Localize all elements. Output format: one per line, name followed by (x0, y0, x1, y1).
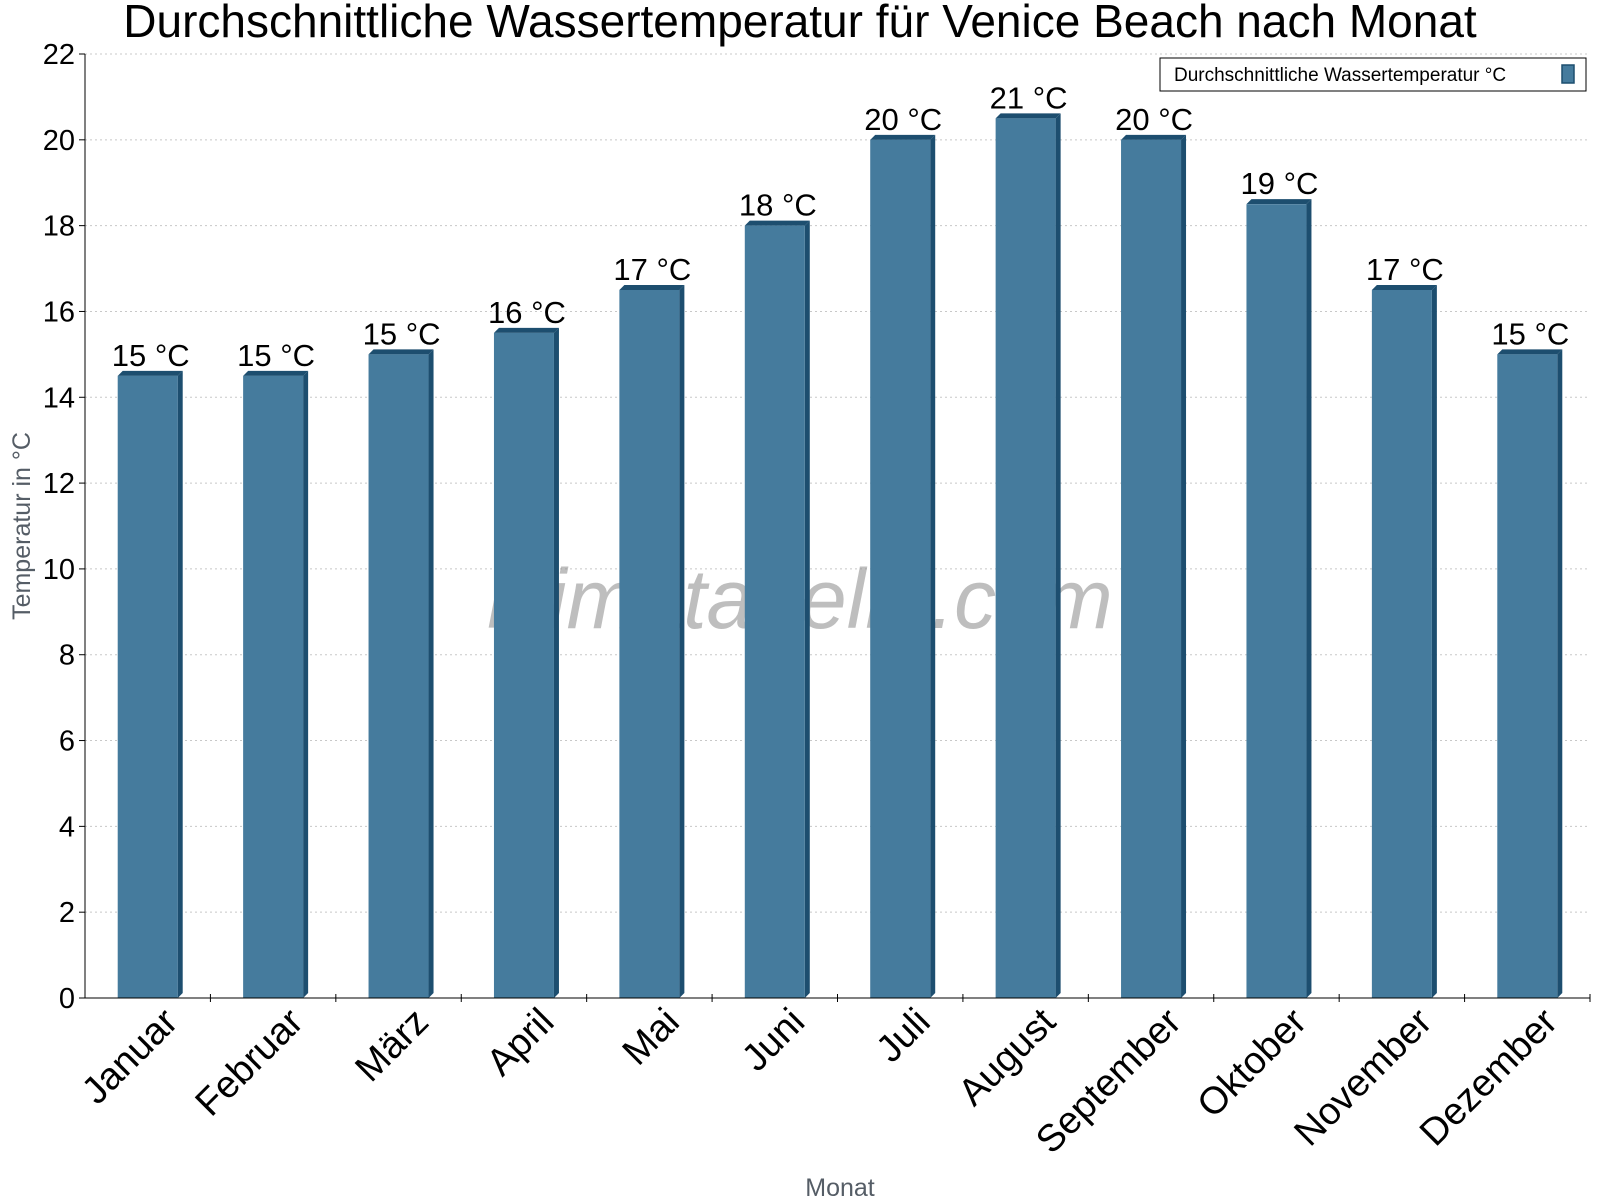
axes (79, 53, 1591, 1002)
bar-front (493, 332, 554, 999)
bar (493, 327, 559, 999)
bar-front (870, 139, 931, 998)
bar-top (1121, 134, 1187, 140)
bar-front (1246, 204, 1307, 998)
bar-top (368, 349, 434, 355)
bar-side (1181, 134, 1187, 998)
data-label: 17 °C (1366, 252, 1444, 287)
legend-label: Durchschnittliche Wassertemperatur °C (1174, 65, 1506, 86)
x-tick-label: Juli (869, 1001, 939, 1071)
x-tick-label: Dezember (1412, 1000, 1566, 1154)
data-label: 19 °C (1241, 166, 1319, 201)
y-tick-label: 22 (43, 39, 75, 71)
bar (1246, 199, 1312, 998)
bar-side (930, 134, 936, 998)
bar-front (117, 375, 178, 998)
data-label: 15 °C (237, 338, 315, 373)
bar (1121, 134, 1187, 998)
x-tick-label: Mai (615, 1001, 688, 1074)
gridlines (85, 53, 1590, 913)
y-tick-labels: 0 2 4 6 8 10 12 14 16 18 20 22 (43, 39, 75, 1015)
data-label: 20 °C (864, 102, 942, 137)
data-label: 20 °C (1115, 102, 1193, 137)
data-label: 17 °C (613, 252, 691, 287)
data-label: 15 °C (112, 338, 190, 373)
bar-front (995, 118, 1056, 998)
bar-top (1246, 199, 1312, 205)
y-tick-label: 16 (43, 296, 75, 328)
y-tick-label: 4 (59, 811, 75, 843)
bar-side (804, 220, 810, 999)
bar (619, 285, 685, 998)
y-axis-title: Temperatur in °C (8, 432, 36, 620)
bar-top (1497, 349, 1563, 355)
x-tick-label: Juni (734, 1001, 813, 1080)
chart-title: Durchschnittliche Wassertemperatur für V… (123, 0, 1477, 47)
bar-side (1557, 349, 1563, 998)
y-tick-label: 2 (59, 897, 75, 929)
bar-front (744, 225, 805, 999)
bar-side (679, 285, 685, 998)
data-labels: 15 °C 15 °C 15 °C 16 °C 17 °C 18 °C 20 °C 21 °C… (112, 80, 1569, 372)
bar-side (1431, 285, 1437, 998)
y-tick-label: 20 (43, 125, 75, 157)
x-tick-label: Februar (188, 1000, 312, 1124)
x-tick-label: Januar (74, 1000, 186, 1112)
bar (243, 370, 309, 998)
bar-side (553, 327, 559, 999)
bar-side (177, 370, 183, 998)
bar-side (1306, 199, 1312, 998)
bar (995, 113, 1061, 998)
bar (1497, 349, 1563, 998)
y-tick-label: 18 (43, 211, 75, 243)
y-tick-label: 12 (43, 468, 75, 500)
bar-top (619, 285, 685, 290)
bar-front (1121, 139, 1182, 998)
bar-top (870, 134, 936, 140)
legend-box (1159, 57, 1587, 92)
bar (744, 220, 810, 999)
bar-top (995, 113, 1061, 119)
y-tick-label: 14 (43, 382, 75, 414)
bars (117, 113, 1563, 999)
bar-side (303, 370, 309, 998)
bar-side (1055, 113, 1061, 998)
bar-front (368, 354, 429, 998)
x-tick-labels: Januar Februar März April Mai Juni Juli AugustS… (74, 1000, 1566, 1161)
legend: Durchschnittliche Wassertemperatur °C (1159, 57, 1587, 92)
data-label: 16 °C (488, 295, 566, 330)
bar-front (1497, 354, 1558, 998)
bar-side (428, 349, 434, 998)
bar-top (744, 220, 810, 226)
x-axis-title: Monat (805, 1174, 875, 1200)
data-label: 15 °C (363, 316, 441, 351)
bar (1371, 285, 1437, 998)
x-tick-label: Oktober (1190, 1000, 1316, 1126)
bar-front (619, 290, 680, 998)
bar-top (117, 370, 183, 376)
bar-top (493, 327, 559, 333)
y-tick-label: 8 (59, 640, 75, 672)
bar-front (243, 375, 304, 998)
bar (870, 134, 936, 998)
legend-swatch (1561, 64, 1575, 84)
bar-top (1371, 285, 1437, 290)
x-tick-label: März (347, 1001, 436, 1090)
y-tick-label: 10 (43, 554, 75, 586)
y-tick-label: 0 (59, 983, 75, 1015)
x-tick-label: April (479, 1001, 562, 1084)
data-label: 15 °C (1491, 316, 1569, 351)
x-tick-label: August (951, 1000, 1065, 1114)
bar-front (1371, 290, 1432, 998)
bar (117, 370, 183, 998)
data-label: 18 °C (739, 188, 817, 223)
bar-top (243, 370, 309, 376)
bar (368, 349, 434, 998)
y-tick-label: 6 (59, 726, 75, 758)
data-label: 21 °C (990, 80, 1068, 115)
